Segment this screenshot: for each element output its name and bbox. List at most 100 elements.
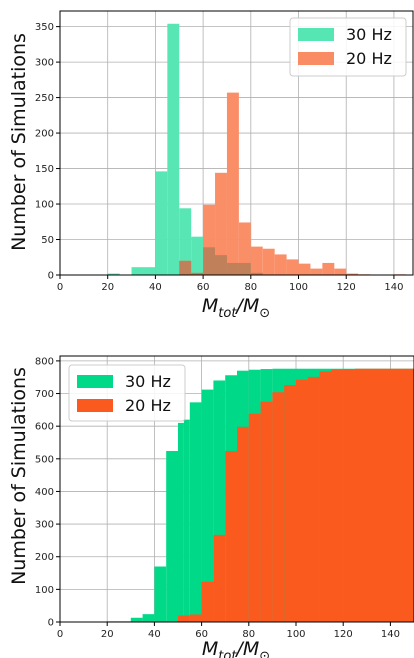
bar-overlap <box>250 272 263 275</box>
x-tick-label: 20 <box>101 282 114 293</box>
y-tick-label: 500 <box>35 454 54 465</box>
bar-overlap <box>191 272 204 275</box>
bar-20-hz <box>215 172 227 275</box>
bar-20-hz <box>201 581 214 622</box>
bar-30-hz <box>130 617 143 622</box>
x-tick-label: 140 <box>381 629 400 640</box>
x-tick-label: 0 <box>57 629 63 640</box>
y-tick-label: 200 <box>35 552 54 563</box>
y-tick-label: 250 <box>35 93 54 104</box>
x-tick-label: 100 <box>286 629 305 640</box>
bar-20-hz <box>248 413 261 622</box>
bar-20-hz <box>296 379 308 622</box>
x-tick-label: 60 <box>197 282 210 293</box>
bar-20-hz <box>189 614 202 622</box>
y-tick-label: 150 <box>35 164 54 175</box>
bar-30-hz <box>189 402 202 622</box>
bar-30-hz <box>155 171 168 275</box>
y-tick-label: 700 <box>35 389 54 400</box>
tick-marks <box>56 26 395 279</box>
cumulative-histogram-chart: 0 20 40 60 80 100 120 140 0 100 200 300 400 500 600 70… <box>8 355 414 658</box>
bar-20-hz <box>310 268 323 275</box>
bar-30-hz <box>167 23 180 275</box>
y-tick-label: 300 <box>35 520 54 531</box>
bar-20-hz <box>226 92 239 275</box>
legend: 30 Hz 20 Hz <box>289 17 407 77</box>
y-tick-label: 0 <box>48 618 54 629</box>
bar-30-hz <box>143 267 156 275</box>
bar-20-hz <box>250 246 263 275</box>
x-tick-labels: 0 20 40 60 80 100 120 140 <box>57 629 400 640</box>
y-tick-label: 400 <box>35 487 54 498</box>
tick-marks <box>56 360 391 626</box>
bar-20-hz <box>331 369 344 622</box>
y-tick-label: 100 <box>35 200 54 211</box>
bar-20-hz <box>319 371 332 622</box>
bar-30-hz <box>183 419 190 622</box>
y-tick-label: 200 <box>35 129 54 140</box>
bar-overlap <box>203 247 216 275</box>
y-tick-label: 600 <box>35 422 54 433</box>
plot-frame <box>59 10 414 276</box>
y-tick-labels: 0 50 100 150 200 250 300 350 <box>35 22 54 281</box>
bar-20-hz <box>238 222 251 275</box>
bar-20-hz <box>203 204 216 275</box>
x-tick-label: 60 <box>195 629 208 640</box>
bar-overlap <box>179 260 192 275</box>
x-tick-label: 100 <box>289 282 308 293</box>
legend: 30 Hz 20 Hz <box>68 364 186 422</box>
bar-20-hz <box>334 268 347 275</box>
histogram-chart: 0 20 40 60 80 100 120 140 0 50 100 150 200 250 300 350… <box>8 10 414 321</box>
legend-swatch <box>298 52 334 65</box>
legend-swatch <box>77 399 113 412</box>
y-tick-label: 300 <box>35 58 54 69</box>
x-tick-label: 40 <box>148 629 161 640</box>
y-tick-label: 0 <box>48 271 54 282</box>
histogram-bars <box>107 368 414 622</box>
bar-30-hz <box>154 566 167 622</box>
x-tick-labels: 0 20 40 60 80 100 120 140 <box>57 282 404 293</box>
bar-overlap <box>238 262 251 275</box>
bar-20-hz <box>322 262 335 275</box>
legend-label: 20 Hz <box>346 49 392 68</box>
x-axis-label: Mtot/M⊙ <box>202 638 270 658</box>
x-tick-label: 80 <box>244 282 257 293</box>
legend-label: 30 Hz <box>125 372 171 391</box>
bar-20-hz <box>260 401 273 622</box>
x-tick-label: 120 <box>334 629 353 640</box>
bar-30-hz <box>178 422 184 622</box>
plot-frame <box>59 355 414 623</box>
bar-20-hz <box>284 385 296 622</box>
y-axis-label: Number of Simulations <box>8 367 30 585</box>
bar-30-hz <box>179 208 192 275</box>
bar-20-hz <box>272 392 285 622</box>
bar-20-hz <box>237 426 249 622</box>
bar-20-hz <box>286 259 299 275</box>
legend-swatch <box>298 28 334 41</box>
bar-30-hz <box>191 236 204 275</box>
y-axis-label: Number of Simulations <box>8 33 30 251</box>
bar-20-hz <box>178 615 190 622</box>
y-tick-label: 350 <box>35 22 54 33</box>
bar-20-hz <box>225 450 237 622</box>
bar-20-hz <box>274 254 287 275</box>
bar-30-hz <box>213 380 226 622</box>
x-tick-label: 40 <box>149 282 162 293</box>
bar-30-hz <box>201 389 214 622</box>
bar-20-hz <box>262 248 275 275</box>
legend-label: 30 Hz <box>346 25 392 44</box>
bar-overlap <box>215 255 227 275</box>
x-tick-label: 80 <box>242 629 255 640</box>
x-tick-label: 140 <box>384 282 403 293</box>
bar-20-hz <box>355 368 414 622</box>
y-tick-label: 100 <box>35 585 54 596</box>
y-tick-label: 50 <box>41 235 54 246</box>
y-tick-label: 800 <box>35 356 54 367</box>
bar-30-hz <box>142 614 155 622</box>
bar-20-hz <box>298 263 311 275</box>
histogram-bars <box>107 23 406 275</box>
legend-swatch <box>77 375 113 388</box>
x-tick-label: 20 <box>101 629 114 640</box>
x-tick-label: 120 <box>337 282 356 293</box>
x-tick-label: 0 <box>57 282 63 293</box>
